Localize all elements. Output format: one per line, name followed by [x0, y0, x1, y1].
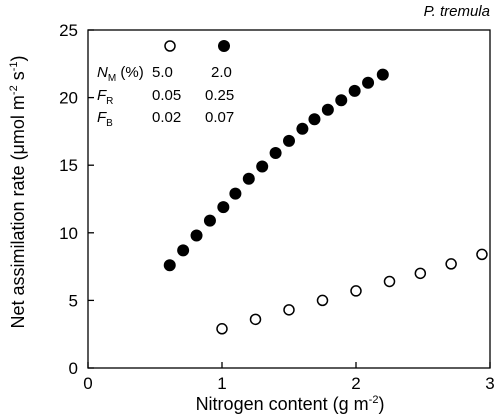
filled-circle-point [362, 76, 375, 89]
legend-value: 5.0 [152, 64, 173, 81]
legend-row-fr: FR 0.05 0.25 [97, 87, 234, 107]
filled-circle-point [177, 244, 190, 257]
filled-circle-point [283, 134, 295, 147]
legend-value: 0.02 [152, 109, 181, 126]
legend-symbol: F [97, 87, 107, 104]
filled-circle-point [376, 68, 389, 81]
filled-circle-point [348, 84, 361, 97]
x-axis-ticks: 0 1 2 3 [83, 362, 495, 393]
open-circle-point [350, 285, 362, 297]
open-circle-point [414, 267, 427, 280]
y-axis-ticks: 0 5 10 15 20 25 [59, 21, 94, 378]
plot-frame [87, 29, 491, 369]
y-tick-label: 0 [69, 359, 78, 378]
legend-filled-marker [218, 40, 230, 52]
legend-subscript: B [106, 118, 113, 129]
open-circle-point [476, 248, 488, 261]
legend-value: 0.25 [205, 87, 234, 104]
x-tick-label: 0 [83, 374, 92, 393]
legend-row-fb: FB 0.02 0.07 [97, 109, 234, 129]
svg-text:NM (%): NM (%) [97, 64, 144, 84]
filled-circle-point [321, 103, 334, 116]
filled-circle-point [229, 187, 242, 200]
y-tick-label: 15 [59, 156, 78, 175]
x-tick-label: 3 [485, 374, 494, 393]
filled-circle-point [190, 229, 203, 242]
legend-symbol: F [97, 109, 107, 126]
svg-text:FB: FB [97, 109, 113, 129]
x-tick-label: 2 [351, 374, 360, 393]
open-circle-point [283, 304, 295, 316]
x-tick-label: 1 [217, 374, 226, 393]
open-circle-point [316, 294, 329, 307]
plot-border [87, 29, 491, 369]
legend-value: 2.0 [211, 64, 232, 81]
open-circle-point [249, 313, 262, 326]
legend-symbol: N [97, 64, 108, 81]
filled-circle-point [203, 214, 216, 227]
legend-row-nm: NM (%) 5.0 2.0 [97, 64, 232, 84]
legend-subscript: M [108, 73, 116, 84]
filled-circle-point [217, 201, 230, 214]
y-tick-label: 5 [69, 291, 78, 310]
filled-circle-point [269, 147, 282, 160]
y-tick-label: 25 [59, 21, 78, 40]
filled-circle-point [335, 94, 348, 107]
y-tick-label: 20 [59, 89, 78, 108]
data-points [163, 68, 488, 335]
filled-circle-point [242, 172, 255, 185]
legend-suffix: (%) [116, 64, 144, 81]
filled-circle-point [296, 122, 309, 135]
species-label: P. tremula [424, 3, 490, 20]
filled-circle-point [308, 113, 321, 126]
legend-value: 0.07 [205, 109, 234, 126]
open-circle-point [445, 258, 457, 270]
svg-text:FR: FR [97, 87, 113, 107]
y-tick-label: 10 [59, 224, 78, 243]
legend-open-marker [164, 40, 176, 52]
open-circle-point [383, 275, 396, 288]
legend-subscript: R [106, 96, 113, 107]
filled-circle-point [163, 259, 176, 272]
filled-circle-point [256, 160, 269, 173]
legend-value: 0.05 [152, 87, 181, 104]
x-axis-title: Nitrogen content (g m-2) [196, 394, 385, 414]
y-axis-title: Net assimilation rate (μmol m-2 s-1) [8, 55, 28, 328]
open-circle-point [216, 323, 228, 335]
